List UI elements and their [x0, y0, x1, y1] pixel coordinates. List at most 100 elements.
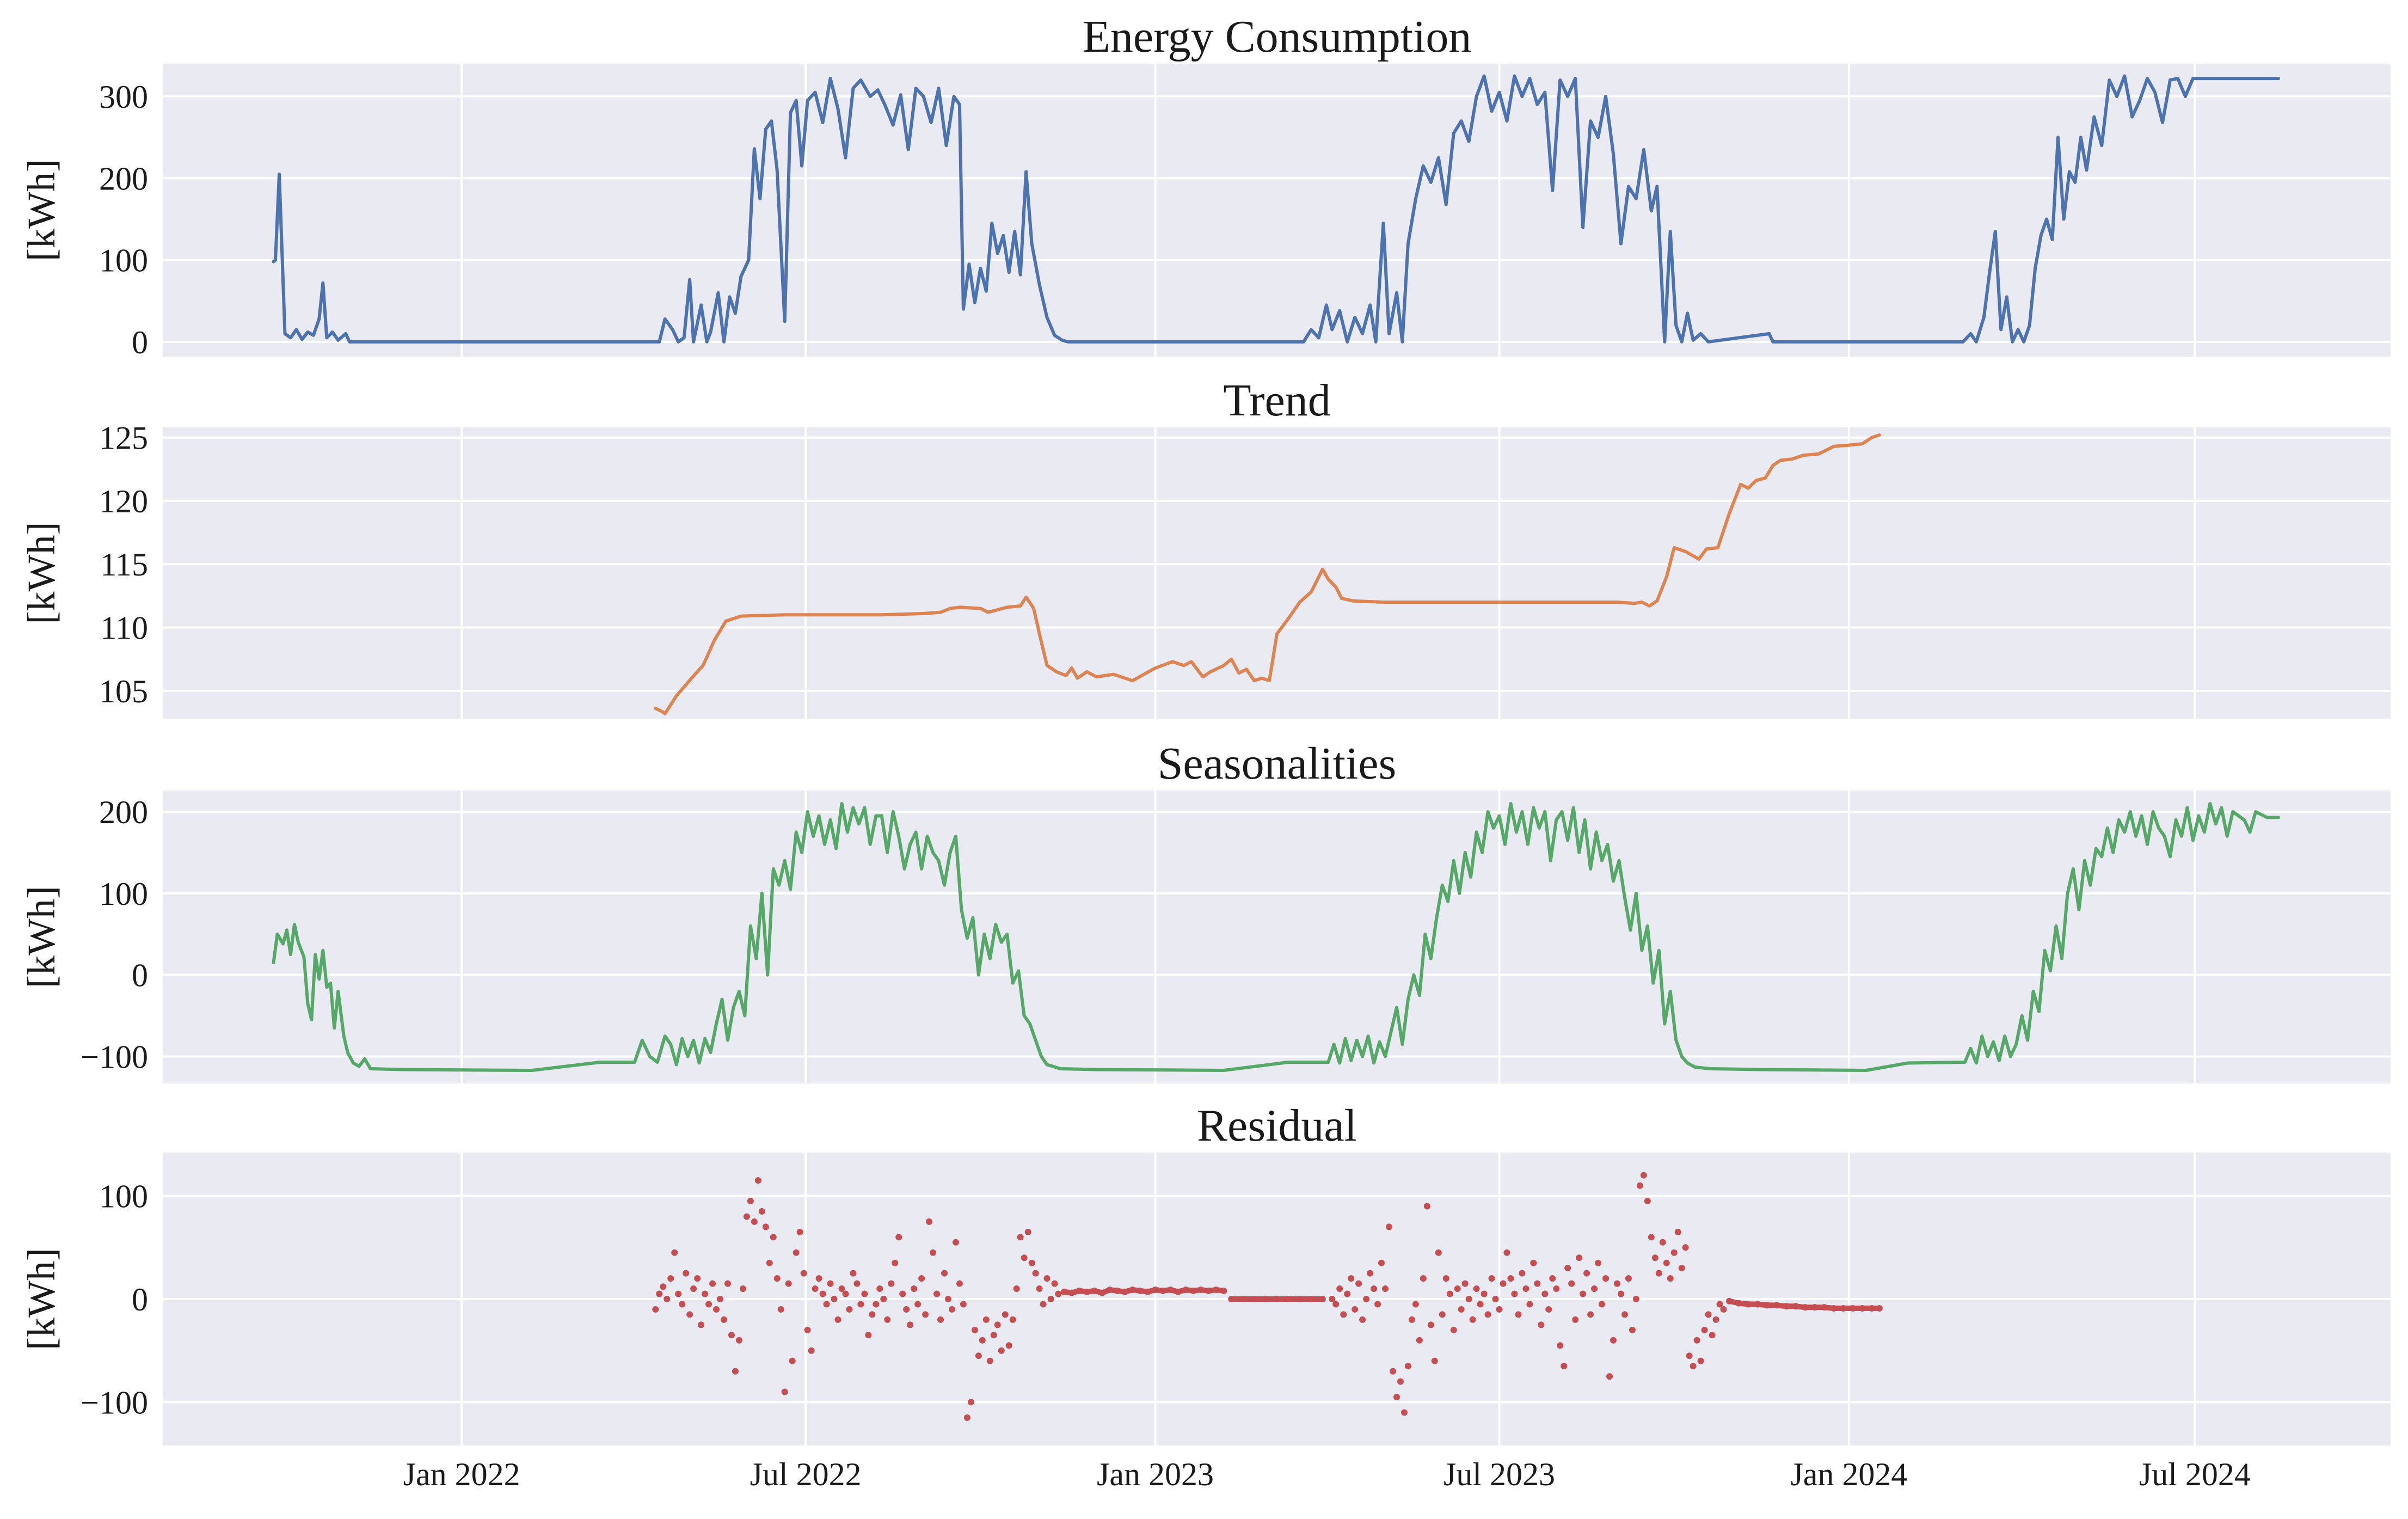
residual-point: [918, 1275, 925, 1282]
residual-point: [1553, 1285, 1560, 1293]
residual-point: [671, 1249, 678, 1256]
residual-point: [888, 1280, 895, 1287]
trend-ylabel: [kWh]: [20, 522, 63, 624]
y-tick-label: −100: [81, 1039, 148, 1075]
residual-point: [1610, 1337, 1617, 1344]
residual-point: [1636, 1182, 1643, 1189]
residual-point: [1595, 1259, 1602, 1266]
residual-point: [1481, 1290, 1488, 1297]
residual-point: [1659, 1239, 1666, 1246]
trend-gridlines: [163, 427, 2391, 719]
residual-point: [1716, 1301, 1723, 1308]
residual-point: [702, 1290, 709, 1297]
residual-point: [1359, 1316, 1366, 1323]
residual-point: [758, 1208, 765, 1215]
x-tick-label: Jul 2023: [1443, 1456, 1555, 1492]
residual-point: [1709, 1332, 1716, 1339]
residual-point: [1367, 1270, 1374, 1277]
residual-point: [667, 1275, 674, 1282]
trend-plot-background: [163, 427, 2391, 719]
residual-point: [1522, 1285, 1529, 1293]
residual-point: [933, 1290, 941, 1297]
residual-point: [743, 1213, 750, 1220]
residual-point: [1583, 1270, 1590, 1277]
trend-series: [654, 433, 1881, 715]
residual-point: [1519, 1270, 1526, 1277]
residual-point: [1329, 1296, 1336, 1302]
residual-point: [948, 1306, 955, 1313]
residual-point: [1693, 1337, 1700, 1344]
residual-point: [1416, 1337, 1423, 1344]
residual-point: [660, 1283, 667, 1290]
residual-point: [773, 1275, 781, 1282]
x-tick-label: Jan 2024: [1790, 1456, 1907, 1492]
residual-point: [1382, 1285, 1389, 1293]
residual-point: [823, 1301, 830, 1308]
residual-point: [777, 1306, 784, 1313]
residual-point: [664, 1296, 671, 1302]
residual-point: [675, 1290, 682, 1297]
y-tick-label: 100: [99, 1179, 148, 1215]
residual-point: [1686, 1352, 1693, 1359]
residual-point: [698, 1321, 705, 1328]
residual-point: [781, 1388, 788, 1395]
y-tick-label: −100: [81, 1385, 148, 1420]
residual-point: [979, 1337, 986, 1344]
residual-point: [1469, 1316, 1476, 1323]
residual-point: [1526, 1301, 1533, 1308]
residual-point: [1017, 1234, 1024, 1241]
residual-point: [967, 1399, 974, 1406]
residual-point: [834, 1316, 841, 1323]
residual-point: [831, 1296, 838, 1302]
residual-point: [785, 1280, 792, 1287]
residual-point: [751, 1218, 758, 1225]
residual-point: [683, 1270, 690, 1277]
residual-point: [861, 1290, 868, 1297]
residual-point: [1408, 1316, 1415, 1323]
residual-point: [1606, 1373, 1613, 1380]
residual-point: [876, 1285, 883, 1293]
residual-point: [865, 1332, 872, 1339]
residual-point: [1450, 1326, 1457, 1333]
residual-point: [1021, 1254, 1028, 1261]
residual-point: [1385, 1223, 1392, 1230]
residual-point: [1047, 1296, 1054, 1302]
residual-point: [1013, 1285, 1020, 1293]
residual-point: [1568, 1280, 1575, 1287]
residual-point: [850, 1270, 857, 1277]
residual-point: [1515, 1311, 1522, 1318]
residual-point: [1032, 1270, 1039, 1277]
residual-point: [1682, 1244, 1689, 1251]
residual-point: [793, 1249, 800, 1256]
residual-point: [1404, 1363, 1411, 1370]
residual-point: [1500, 1280, 1507, 1287]
residual-point: [1648, 1234, 1655, 1241]
residual-point: [1599, 1301, 1606, 1308]
residual-point: [1024, 1228, 1031, 1235]
residual-point: [724, 1280, 731, 1287]
x-tick-label: Jul 2024: [2139, 1456, 2251, 1492]
residual-point: [892, 1259, 899, 1266]
residual-point: [720, 1316, 727, 1323]
residual-point: [1629, 1326, 1636, 1333]
residual-point: [1454, 1285, 1461, 1293]
residual-point: [1667, 1275, 1674, 1282]
energy-series: [272, 74, 2280, 344]
residual-point: [1400, 1409, 1408, 1416]
residual-point: [1043, 1275, 1051, 1282]
residual-point: [873, 1301, 880, 1308]
residual-dense-run: [1061, 1287, 1227, 1296]
residual-point: [926, 1218, 933, 1225]
y-tick-label: 200: [99, 794, 148, 830]
residual-point: [1446, 1290, 1453, 1297]
residual-point: [857, 1301, 864, 1308]
residual-point: [1352, 1306, 1359, 1313]
residual-point: [1690, 1363, 1697, 1370]
residual-point: [717, 1296, 723, 1302]
residual-point: [735, 1337, 742, 1344]
residual-point: [1336, 1285, 1343, 1293]
residual-point: [1492, 1296, 1499, 1302]
residual-point: [922, 1311, 929, 1318]
residual-point: [770, 1234, 777, 1241]
